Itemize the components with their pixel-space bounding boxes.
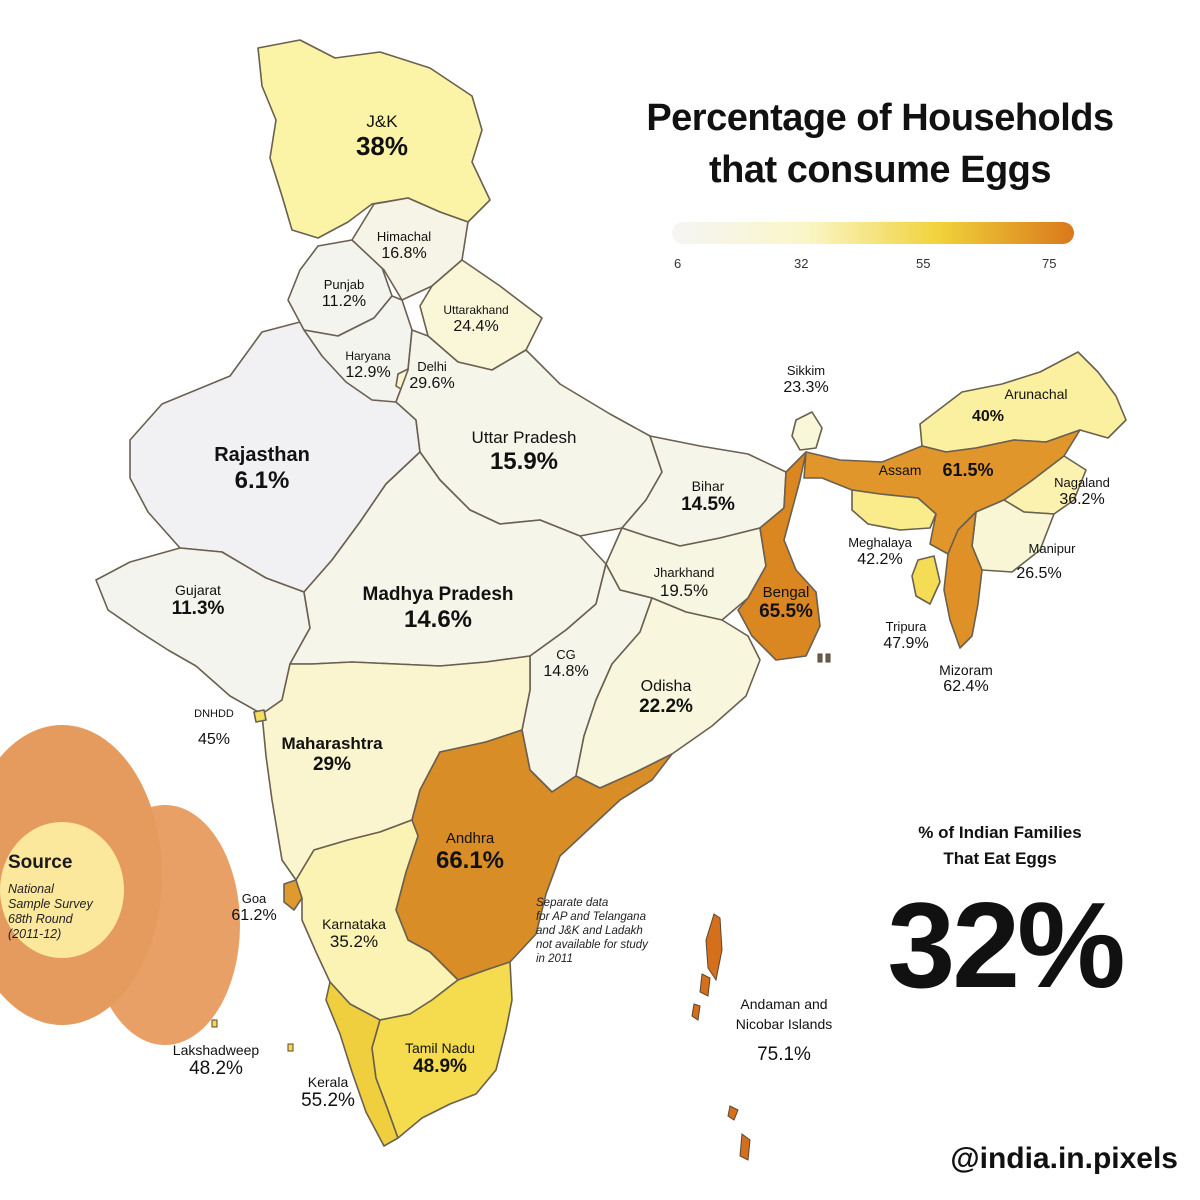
region-tamilnadu[interactable]: [371, 961, 513, 1139]
map-title-line2: that consume Eggs: [709, 149, 1052, 191]
label-nagaland: Nagaland 36.2%: [1054, 475, 1110, 508]
label-uttarakhand: Uttarakhand 24.4%: [443, 303, 509, 335]
egg-illustration: [0, 725, 240, 1045]
legend-tick-max: 75: [1042, 256, 1057, 271]
label-rajasthan: Rajasthan 6.1%: [214, 444, 310, 494]
label-gujarat: Gujarat 11.3%: [171, 582, 225, 620]
label-tamilnadu: Tamil Nadu 48.9%: [404, 1040, 476, 1078]
label-assam-value: 61.5%: [942, 460, 994, 480]
source-text: National Sample Survey 68th Round (2011-…: [8, 882, 93, 941]
region-mizoram[interactable]: [943, 511, 983, 649]
label-assam: Assam: [878, 462, 922, 478]
label-bihar: Bihar 14.5%: [681, 478, 735, 516]
credit-handle[interactable]: @india.in.pixels: [950, 1142, 1178, 1175]
label-mizoram: Mizoram 62.4%: [939, 662, 993, 696]
legend-tick-2: 32: [794, 256, 809, 271]
bengal-coastal-islands: [817, 653, 831, 663]
map-title: Percentage of Households that consume Eg…: [600, 92, 1160, 196]
label-andhra: Andhra 66.1%: [435, 830, 505, 875]
label-dnhdd: DNHDD 45%: [194, 708, 234, 748]
label-bengal: Bengal 65.5%: [759, 584, 813, 623]
region-lakshadweep[interactable]: [211, 1019, 294, 1052]
map-title-line1: Percentage of Households: [646, 97, 1114, 139]
label-karnataka: Karnataka 35.2%: [322, 916, 386, 952]
legend-tick-3: 55: [916, 256, 931, 271]
label-haryana: Haryana 12.9%: [345, 349, 391, 381]
region-meghalaya[interactable]: [851, 489, 937, 531]
region-andaman[interactable]: [691, 913, 751, 1161]
label-goa: Goa 61.2%: [231, 891, 277, 924]
label-maharashtra: Maharashtra 29%: [281, 734, 383, 775]
stat-value: 32%: [887, 877, 1125, 1013]
region-karnataka[interactable]: [295, 819, 459, 1021]
label-manipur: Manipur 26.5%: [1016, 541, 1076, 582]
label-andaman: Andaman and Nicobar Islands 75.1%: [735, 996, 833, 1065]
label-delhi: Delhi 29.6%: [409, 359, 455, 392]
label-lakshadweep: Lakshadweep 48.2%: [172, 1042, 260, 1080]
label-arunachal-value: 40%: [971, 408, 1005, 425]
label-mp: Madhya Pradesh 14.6%: [362, 584, 514, 633]
region-sikkim[interactable]: [791, 411, 823, 451]
color-legend-bar: [672, 222, 1074, 244]
region-himachal[interactable]: [351, 197, 469, 301]
label-kerala: Kerala 55.2%: [301, 1074, 355, 1112]
label-jharkhand: Jharkhand 19.5%: [653, 565, 715, 600]
label-jk: J&K 38%: [355, 112, 409, 161]
data-note: Separate data for AP and Telangana and J…: [536, 897, 648, 965]
label-punjab: Punjab 11.2%: [321, 277, 367, 310]
stat-heading: % of Indian Families That Eat Eggs: [918, 823, 1082, 868]
label-odisha: Odisha 22.2%: [639, 678, 693, 718]
region-bengal[interactable]: [737, 451, 821, 661]
source-title: Source: [8, 852, 73, 873]
label-meghalaya: Meghalaya 42.2%: [848, 535, 912, 568]
label-himachal: Himachal 16.8%: [376, 229, 432, 262]
label-tripura: Tripura 47.9%: [883, 619, 929, 652]
label-up: Uttar Pradesh 15.9%: [471, 428, 577, 475]
legend-tick-min: 6: [674, 256, 682, 271]
label-arunachal: Arunachal: [1004, 386, 1068, 402]
region-dnhdd[interactable]: [253, 709, 267, 723]
region-goa[interactable]: [283, 879, 303, 911]
region-tripura[interactable]: [911, 555, 941, 605]
label-sikkim: Sikkim 23.3%: [783, 363, 829, 396]
label-cg: CG 14.8%: [543, 647, 589, 680]
